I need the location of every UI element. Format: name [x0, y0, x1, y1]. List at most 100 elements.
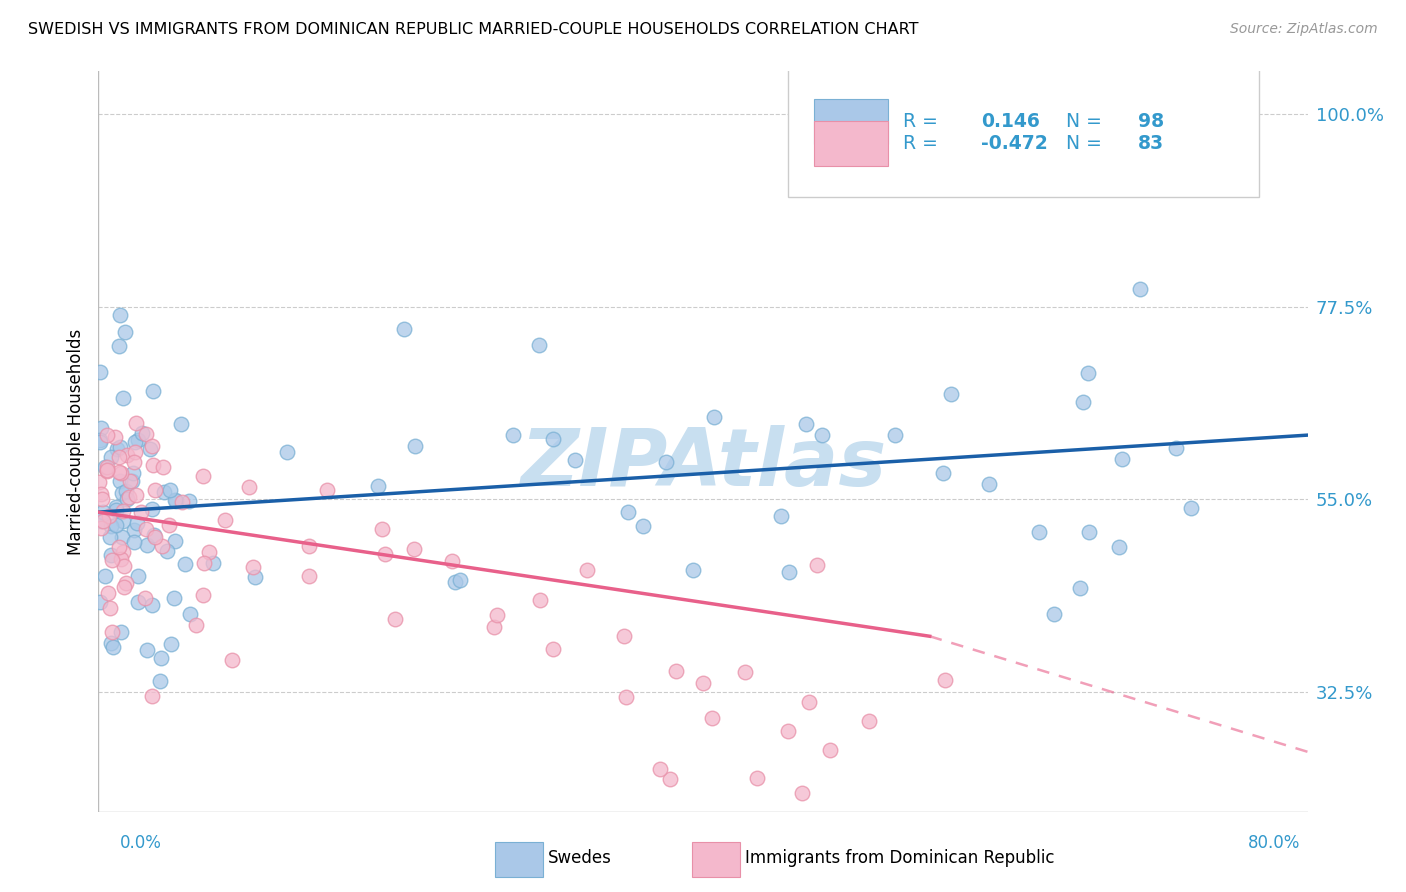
Point	[141, 501, 163, 516]
Point	[160, 637, 183, 651]
Point	[172, 494, 194, 508]
Point	[87, 475, 110, 489]
Point	[122, 466, 145, 480]
Point	[163, 591, 186, 605]
Point	[778, 724, 800, 739]
Point	[170, 417, 193, 431]
Point	[108, 339, 131, 353]
Point	[179, 494, 201, 508]
Point	[97, 586, 120, 600]
Point	[541, 641, 564, 656]
Point	[648, 762, 671, 776]
Point	[734, 665, 756, 679]
Point	[115, 483, 138, 498]
Point	[124, 445, 146, 459]
Point	[135, 427, 157, 442]
Point	[115, 449, 138, 463]
Point	[108, 474, 131, 488]
Point	[90, 514, 112, 528]
Point	[941, 386, 963, 401]
Point	[135, 522, 157, 536]
Point	[163, 533, 186, 548]
Point	[98, 531, 121, 545]
Point	[631, 518, 654, 533]
Point	[934, 673, 956, 687]
Point	[149, 673, 172, 688]
Point	[214, 513, 236, 527]
Point	[806, 558, 828, 572]
Point	[110, 552, 132, 566]
Point	[120, 474, 142, 488]
Text: 98: 98	[1139, 112, 1164, 131]
Point	[96, 463, 118, 477]
Point	[932, 466, 955, 480]
Point	[1108, 540, 1130, 554]
Point	[141, 689, 163, 703]
Text: ZIPAtlas: ZIPAtlas	[520, 425, 886, 503]
Text: N =: N =	[1053, 134, 1108, 153]
Point	[143, 483, 166, 497]
Point	[374, 547, 396, 561]
Point	[89, 595, 111, 609]
Point	[659, 772, 682, 786]
Point	[127, 595, 149, 609]
Point	[276, 444, 298, 458]
Point	[1069, 581, 1091, 595]
Point	[150, 651, 173, 665]
Point	[1071, 394, 1094, 409]
Point	[90, 486, 112, 500]
Point	[159, 483, 181, 497]
Point	[371, 522, 394, 536]
Point	[193, 556, 215, 570]
Point	[778, 565, 800, 579]
Point	[692, 675, 714, 690]
Point	[110, 441, 132, 455]
Point	[112, 514, 135, 528]
Point	[614, 690, 637, 705]
Point	[1129, 282, 1152, 296]
Point	[485, 608, 508, 623]
Point	[96, 459, 118, 474]
FancyBboxPatch shape	[787, 68, 1260, 197]
Point	[745, 771, 768, 785]
Text: SWEDISH VS IMMIGRANTS FROM DOMINICAN REPUBLIC MARRIED-COUPLE HOUSEHOLDS CORRELAT: SWEDISH VS IMMIGRANTS FROM DOMINICAN REP…	[28, 22, 918, 37]
Point	[115, 492, 138, 507]
Point	[135, 642, 157, 657]
Point	[89, 365, 111, 379]
Point	[111, 392, 134, 406]
Point	[242, 560, 264, 574]
Point	[541, 432, 564, 446]
Point	[121, 475, 143, 489]
Point	[110, 466, 132, 480]
Point	[101, 625, 124, 640]
Point	[122, 534, 145, 549]
Point	[122, 523, 145, 537]
Point	[858, 714, 880, 728]
Point	[703, 410, 725, 425]
Point	[100, 450, 122, 464]
Point	[142, 458, 165, 472]
Point	[124, 488, 146, 502]
Point	[129, 505, 152, 519]
Point	[96, 428, 118, 442]
Text: -0.472: -0.472	[981, 134, 1047, 153]
Point	[1166, 442, 1188, 456]
Text: Source: ZipAtlas.com: Source: ZipAtlas.com	[1230, 22, 1378, 37]
Point	[108, 540, 131, 554]
Point	[100, 636, 122, 650]
Point	[112, 545, 135, 559]
Point	[152, 485, 174, 500]
Point	[131, 425, 153, 440]
Text: 0.146: 0.146	[981, 112, 1040, 131]
Point	[564, 453, 586, 467]
Point	[441, 554, 464, 568]
Point	[118, 490, 141, 504]
Point	[142, 384, 165, 398]
Point	[1180, 500, 1202, 515]
Point	[125, 416, 148, 430]
Point	[114, 325, 136, 339]
Point	[112, 558, 135, 573]
Point	[315, 483, 337, 497]
Point	[243, 570, 266, 584]
Point	[790, 786, 813, 800]
